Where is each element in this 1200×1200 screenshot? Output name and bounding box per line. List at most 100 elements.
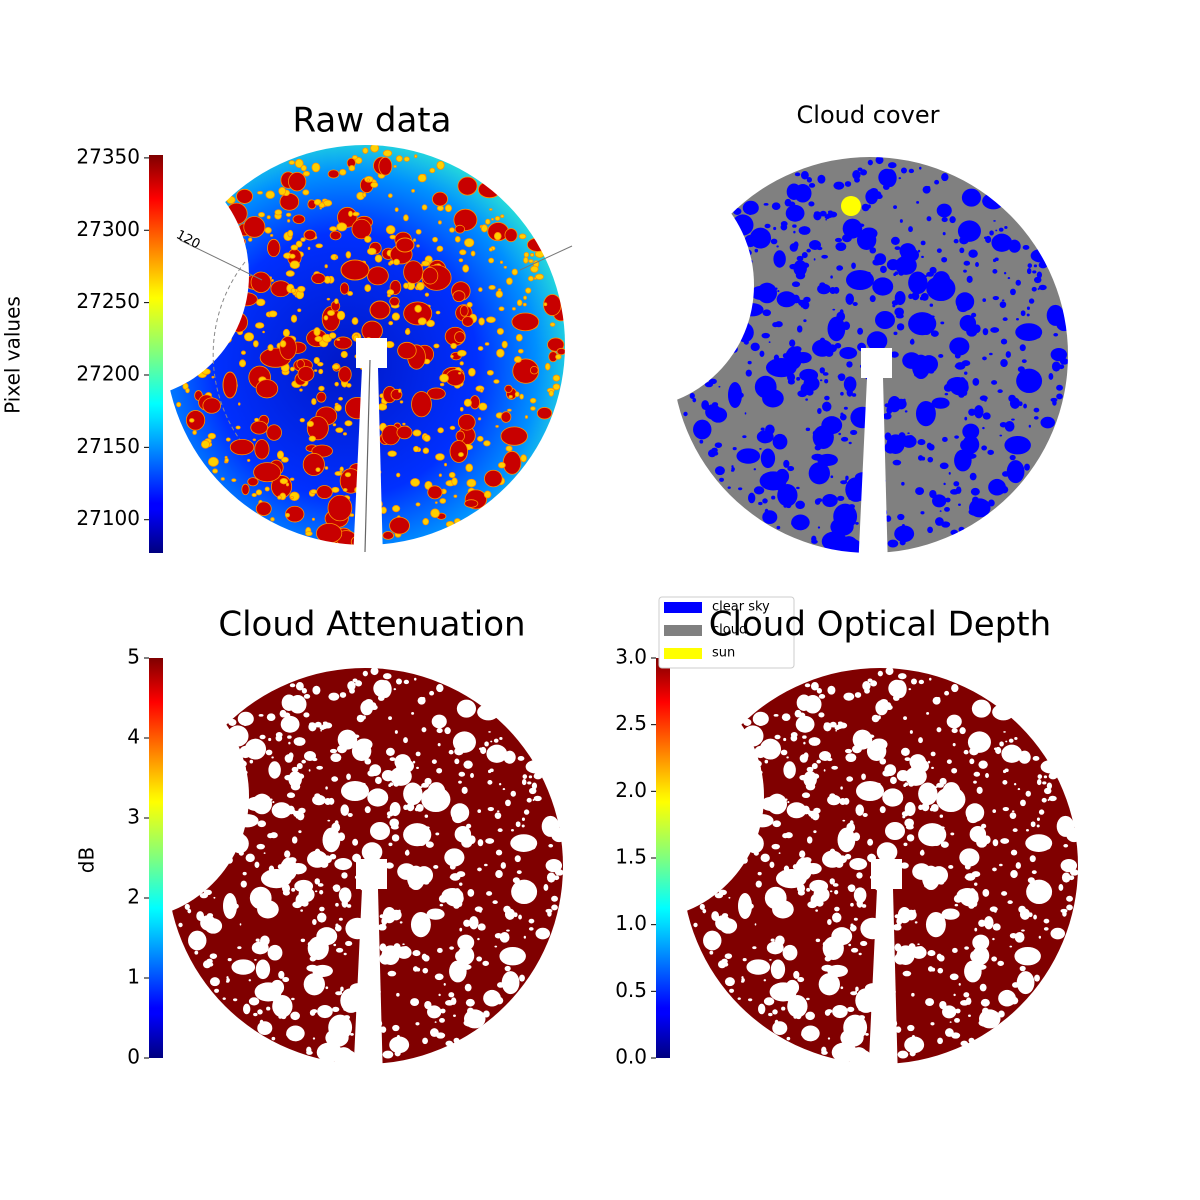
- cloud-gap: [1001, 299, 1005, 302]
- cloud-gap: [858, 1007, 863, 1011]
- cloud-gap: [370, 667, 379, 676]
- cloud-gap: [455, 951, 464, 962]
- cloud-gap: [819, 751, 831, 761]
- cloud-gap: [311, 517, 316, 521]
- cloud-gap: [693, 419, 712, 440]
- cloud-gap: [770, 938, 775, 942]
- cloud-gap: [918, 679, 925, 685]
- cloud-gap: [302, 452, 325, 476]
- cloud-gap: [717, 234, 732, 246]
- cloud-gap: [962, 382, 965, 384]
- cloud-gap: [748, 846, 753, 850]
- cloud-gap: [340, 804, 349, 816]
- cloud-gap: [729, 988, 735, 993]
- cloud-gap: [747, 360, 752, 365]
- cloud-gap: [168, 358, 187, 378]
- polar-grid: [364, 359, 371, 553]
- cloud-gap: [846, 776, 853, 782]
- cloud-gap: [972, 377, 980, 386]
- cloud-gap: [333, 943, 337, 947]
- cloud-gap: [491, 217, 494, 221]
- cloud-gap: [830, 857, 838, 863]
- cloud-gap: [999, 741, 1004, 747]
- cloud-gap: [697, 263, 705, 269]
- cloud-gap: [839, 413, 847, 421]
- cloud-gap: [1005, 740, 1008, 743]
- cloud-gap: [271, 756, 274, 759]
- cloud-gap: [240, 880, 247, 888]
- cloud-gap: [824, 378, 829, 384]
- cloud-gap: [280, 857, 298, 881]
- cloud-gap: [968, 1014, 971, 1017]
- cloud-gap: [998, 227, 1004, 232]
- cloud-gap: [699, 903, 705, 910]
- cloud-gap: [1018, 401, 1023, 407]
- cloud-gap: [958, 341, 969, 353]
- cloud-gap: [839, 346, 858, 360]
- cloud-gap: [720, 276, 730, 287]
- cloud-gap: [317, 912, 327, 923]
- cloud-gap: [216, 841, 225, 848]
- cloud-gap: [921, 255, 924, 259]
- cloud-gap: [708, 378, 717, 385]
- cloud-gap: [393, 258, 400, 266]
- cloud-gap: [298, 830, 302, 834]
- cloud-gap: [316, 1042, 343, 1063]
- cloud-gap: [980, 998, 990, 1007]
- cloud-gap: [421, 260, 430, 267]
- cloud-gap: [1027, 263, 1033, 268]
- cloud-gap: [836, 265, 843, 271]
- cloud-gap: [279, 478, 289, 485]
- cloud-gap: [329, 230, 342, 241]
- cloud-gap: [248, 997, 260, 1006]
- sky-image: [678, 667, 1082, 1070]
- cloud-gap: [268, 737, 272, 742]
- cloud-gap: [417, 839, 426, 847]
- cloud-gap: [898, 177, 902, 180]
- cloud-gap: [296, 811, 305, 821]
- cloud-gap: [461, 786, 468, 794]
- cloud-gap: [716, 833, 722, 840]
- cloud-gap: [982, 412, 991, 420]
- cloud-gap: [1048, 772, 1058, 780]
- cloud-gap: [870, 680, 878, 687]
- cloud-gap: [801, 1025, 820, 1042]
- cloud-gap: [291, 810, 297, 815]
- cloud-gap: [1040, 759, 1062, 774]
- cloud-gap: [896, 323, 905, 331]
- cloud-gap: [300, 237, 306, 242]
- cloud-gap: [470, 772, 474, 778]
- cloud-gap: [211, 297, 224, 306]
- cloud-gap: [988, 352, 993, 356]
- cloud-gap: [284, 850, 291, 858]
- cloud-gap: [1003, 271, 1007, 275]
- cloud-gap: [836, 311, 846, 322]
- cloud-gap: [822, 372, 829, 376]
- cloud-gap: [327, 494, 353, 522]
- cloud-gap: [238, 773, 244, 778]
- cloud-gap: [252, 793, 273, 815]
- cloud-gap: [547, 337, 565, 352]
- cloud-gap: [427, 485, 443, 500]
- cloud-gap: [1038, 261, 1048, 269]
- cloud-gap: [203, 960, 212, 969]
- cloud-gap: [285, 212, 292, 217]
- cloud-gap: [743, 718, 752, 726]
- legend-swatch: [664, 648, 702, 659]
- cloud-gap: [530, 253, 535, 257]
- cloud-gap: [303, 694, 311, 699]
- cloud-gap: [893, 680, 907, 698]
- cloud-gap: [412, 966, 419, 972]
- cloud-gap: [827, 344, 837, 353]
- cloud-gap: [253, 462, 282, 483]
- cloud-gap: [429, 690, 435, 696]
- cloud-gap: [811, 762, 818, 770]
- cloud-gap: [201, 368, 211, 375]
- cloud-gap: [238, 794, 243, 799]
- cloud-gap: [433, 343, 440, 349]
- cloud-gap: [367, 247, 377, 256]
- cloud-gap: [445, 520, 455, 528]
- cloud-gap: [832, 912, 842, 923]
- cloud-gap: [410, 478, 420, 487]
- cloud-gap: [250, 420, 269, 435]
